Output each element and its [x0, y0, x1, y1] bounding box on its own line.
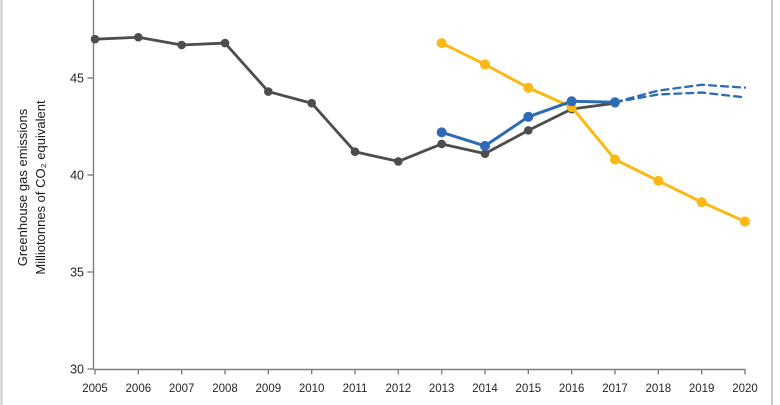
- data-point-dark-gray-line: [177, 40, 186, 50]
- data-point-dark-gray-line: [264, 87, 273, 96]
- y-tick-label: 35: [70, 266, 84, 280]
- data-point-yellow-line: [610, 154, 620, 165]
- data-point-blue-line: [523, 111, 534, 122]
- y-tick-label: 45: [70, 72, 84, 86]
- data-point-dark-gray-line: [220, 38, 230, 48]
- series-line-dark-gray-line: [93, 35, 617, 163]
- series-yellow-line: [436, 38, 750, 227]
- series-line-blue-dashed-upper: [613, 83, 747, 104]
- data-point-yellow-line: [740, 216, 750, 227]
- x-tick-label: 2007: [169, 383, 195, 395]
- data-point-blue-line: [436, 127, 447, 138]
- x-tick-label: 2017: [602, 383, 628, 395]
- x-tick-label: 2006: [126, 383, 152, 395]
- series-line-blue-dashed-lower: [613, 91, 747, 104]
- data-point-yellow-line: [653, 175, 664, 186]
- x-tick-label: 2013: [429, 383, 455, 395]
- y-tick-label: 40: [70, 169, 84, 183]
- series-blue-dashed-lower: [613, 91, 747, 104]
- data-point-dark-gray-line: [90, 34, 100, 44]
- x-tick-label: 2008: [212, 383, 238, 395]
- x-tick-label: 2015: [516, 383, 542, 395]
- data-point-blue-line: [566, 96, 577, 107]
- series-blue-dashed-upper: [613, 83, 747, 104]
- x-tick-label: 2005: [82, 383, 108, 395]
- x-tick-label: 2011: [343, 383, 368, 395]
- data-point-dark-gray-line: [480, 149, 490, 158]
- data-point-yellow-line: [436, 38, 447, 49]
- x-tick-label: 2018: [646, 383, 672, 395]
- x-tick-label: 2009: [256, 383, 282, 395]
- series-blue-line: [436, 96, 620, 151]
- data-point-dark-gray-line: [437, 139, 446, 149]
- data-point-dark-gray-line: [307, 98, 316, 108]
- data-point-dark-gray-line: [524, 126, 533, 135]
- data-point-dark-gray-line: [394, 157, 403, 166]
- data-point-blue-line: [480, 140, 490, 151]
- series-dark-gray-line: [90, 32, 620, 166]
- axes: [92, 0, 746, 371]
- x-tick-label: 2020: [732, 383, 758, 395]
- data-point-dark-gray-line: [134, 32, 143, 42]
- x-axis-ticks: 2005 2006 2007 2008 2009 2010 2011 2012 2013 2014…: [82, 369, 758, 395]
- y-tick-label: 30: [70, 363, 84, 377]
- x-tick-label: 2019: [689, 383, 715, 395]
- x-tick-label: 2010: [299, 383, 325, 395]
- data-point-yellow-line: [523, 82, 534, 93]
- x-tick-label: 2016: [559, 383, 585, 395]
- data-point-dark-gray-line: [350, 147, 360, 157]
- x-tick-label: 2012: [386, 383, 412, 395]
- y-axis-ticks: 45 40 35 30: [70, 72, 94, 377]
- data-point-yellow-line: [480, 59, 490, 70]
- data-point-yellow-line: [696, 197, 707, 208]
- x-tick-label: 2014: [472, 383, 498, 395]
- series-line-yellow-line: [440, 41, 747, 224]
